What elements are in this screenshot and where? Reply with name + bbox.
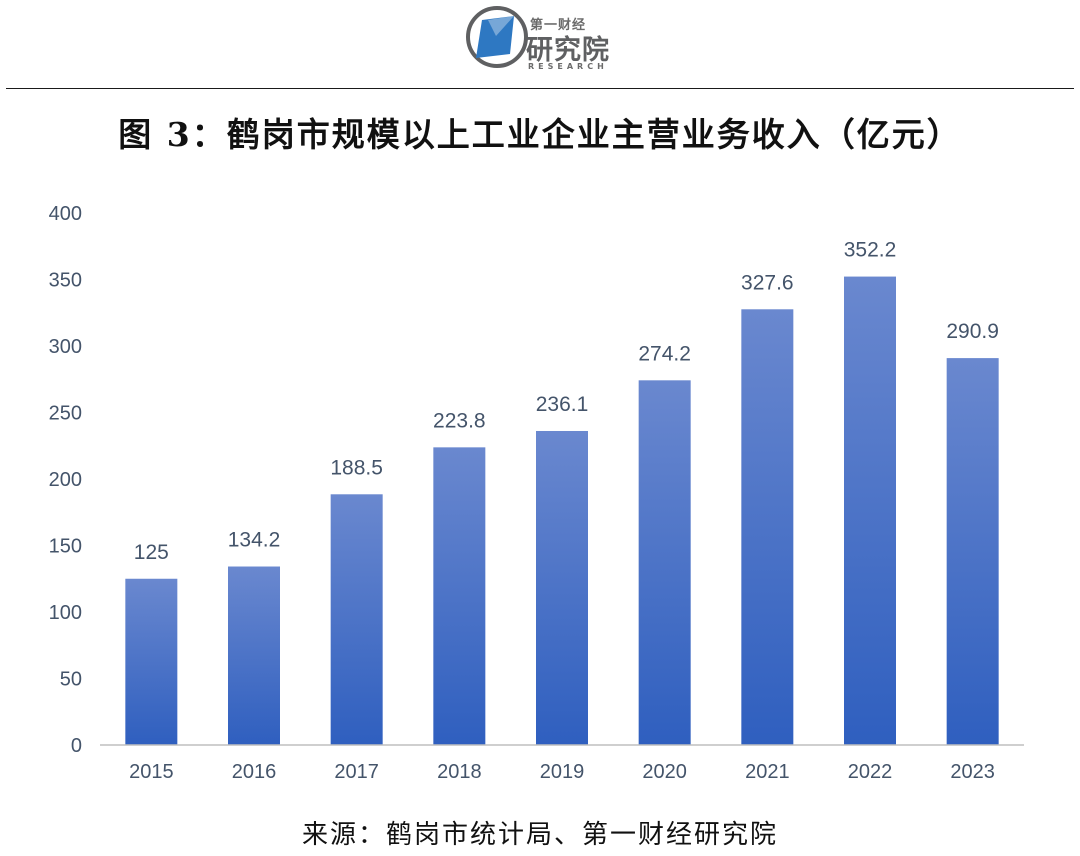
bar-2022 <box>844 276 896 745</box>
data-label: 134.2 <box>228 529 281 552</box>
x-tick-label: 2021 <box>745 761 790 783</box>
logo-main-text: 研究院 <box>526 35 610 66</box>
y-tick-label: 300 <box>49 336 82 358</box>
x-tick-label: 2023 <box>950 761 995 783</box>
x-axis: 2015 2016 2017 2018 2019 2020 2021 2022 2023 <box>100 744 1024 783</box>
data-label: 223.8 <box>433 409 486 432</box>
logo: 第一财经 研究院 RESEARCH <box>466 6 626 72</box>
y-tick-label: 250 <box>49 403 82 425</box>
logo-top-text: 第一财经 <box>530 18 587 33</box>
x-tick-label: 2020 <box>642 761 687 783</box>
data-label: 274.2 <box>638 342 691 365</box>
x-tick-label: 2022 <box>848 761 893 783</box>
logo-mark-icon <box>466 6 528 68</box>
chart-title: 图 3：鹤岗市规模以上工业企业主营业务收入（亿元） <box>118 115 962 154</box>
x-tick-label: 2019 <box>540 761 585 783</box>
data-label: 125 <box>134 541 169 564</box>
y-axis: 0 50 100 150 200 250 300 350 400 <box>49 203 82 757</box>
bar-2018 <box>433 447 486 745</box>
y-tick-label: 200 <box>49 469 82 491</box>
bar-2020 <box>638 380 691 745</box>
bar-2016 <box>228 566 280 745</box>
x-tick-label: 2015 <box>129 761 174 783</box>
data-label: 352.2 <box>844 239 897 262</box>
y-tick-label: 400 <box>49 203 82 225</box>
bar-2023 <box>946 358 999 745</box>
x-tick-label: 2017 <box>334 761 379 783</box>
y-tick-label: 350 <box>49 270 82 292</box>
data-label: 327.6 <box>741 271 794 294</box>
bar-2015 <box>125 578 178 745</box>
y-tick-label: 150 <box>49 536 82 558</box>
bar-chart: 0 50 100 150 200 250 300 350 400 125 134.2 188.5 22… <box>49 203 1024 783</box>
y-tick-label: 50 <box>60 669 82 691</box>
y-tick-label: 0 <box>71 735 82 757</box>
x-tick-label: 2018 <box>437 761 482 783</box>
header-divider <box>6 88 1074 89</box>
bars: 125 134.2 188.5 223.8 236.1 274.2 327.6 352.2 29… <box>125 239 999 745</box>
bar-2021 <box>741 309 794 745</box>
source-note: 来源：鹤岗市统计局、第一财经研究院 <box>301 820 778 850</box>
data-label: 236.1 <box>536 393 589 416</box>
data-label: 290.9 <box>946 320 999 343</box>
data-label: 188.5 <box>330 456 383 479</box>
bar-2019 <box>536 430 588 745</box>
y-tick-label: 100 <box>49 602 82 624</box>
logo-sub-text: RESEARCH <box>528 62 608 71</box>
x-tick-label: 2016 <box>232 761 277 783</box>
bar-2017 <box>330 494 383 745</box>
